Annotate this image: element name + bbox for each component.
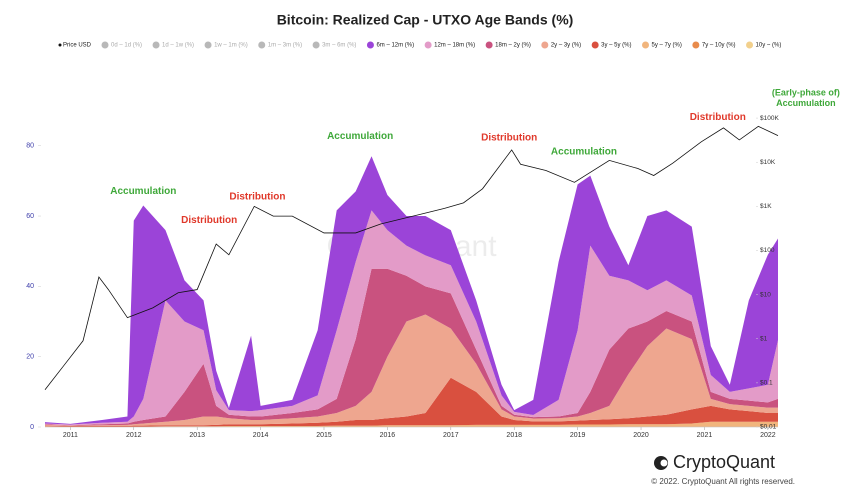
area bbox=[45, 268, 778, 426]
annotation: Accumulation bbox=[776, 98, 836, 108]
brand-logo bbox=[654, 456, 668, 470]
brand: CryptoQuant bbox=[673, 452, 775, 472]
annotation: Accumulation bbox=[327, 131, 393, 142]
legend-marker bbox=[541, 41, 549, 49]
y2-tick-label: $0.01 bbox=[760, 424, 777, 431]
price-line bbox=[44, 125, 779, 390]
legend-item: 1d – 1w (%) bbox=[152, 41, 194, 49]
x-tick-label: 2019 bbox=[570, 432, 586, 439]
legend-label: Price USD bbox=[63, 43, 92, 49]
legend-marker bbox=[204, 41, 212, 49]
y-tick-label: 20 bbox=[26, 354, 34, 361]
legend-item: 5y – 7y (%) bbox=[642, 41, 682, 49]
legend: Price USD 0d – 1d (%) 1d – 1w (%) 1w – 1m (… bbox=[58, 41, 782, 49]
legend-item: 2y – 3y (%) bbox=[541, 41, 581, 49]
x-tick-label: 2014 bbox=[253, 432, 269, 439]
x-tick-label: 2012 bbox=[126, 432, 142, 439]
legend-item: 0d – 1d (%) bbox=[101, 41, 142, 49]
legend-marker bbox=[642, 41, 650, 49]
x-tick-label: 2018 bbox=[506, 432, 522, 439]
plot-area: CryptoQuant bbox=[44, 125, 779, 427]
legend-marker bbox=[312, 41, 320, 49]
legend-item: 1m – 3m (%) bbox=[258, 41, 302, 49]
y2-tick-label: $0.1 bbox=[760, 380, 773, 387]
legend-item: 3y – 5y (%) bbox=[591, 41, 632, 49]
annotation: Distribution bbox=[690, 112, 746, 123]
legend-label: 5y – 7y (%) bbox=[652, 43, 682, 49]
chart-title: Bitcoin: Realized Cap - UTXO Age Bands (… bbox=[277, 12, 574, 28]
legend-label: 1d – 1w (%) bbox=[162, 43, 194, 49]
y2-tick-label: $1 bbox=[760, 335, 768, 342]
x-tick-label: 2015 bbox=[316, 432, 332, 439]
annotation: Accumulation bbox=[110, 186, 176, 197]
y2-tick-label: $100 bbox=[760, 247, 775, 254]
area bbox=[45, 377, 778, 427]
annotation: Distribution bbox=[229, 191, 285, 202]
legend-item: 12m – 18m (%) bbox=[424, 41, 475, 49]
area bbox=[45, 156, 778, 425]
legend-item: 7y – 10y (%) bbox=[692, 41, 736, 49]
legend-item: 6m – 12m (%) bbox=[366, 41, 414, 49]
legend-label: 3y – 5y (%) bbox=[601, 43, 631, 49]
x-tick-label: 2016 bbox=[380, 432, 396, 439]
area bbox=[45, 314, 778, 426]
legend-marker bbox=[591, 41, 599, 49]
x-tick-label: 2021 bbox=[697, 432, 713, 439]
area bbox=[45, 421, 778, 427]
annotation: Distribution bbox=[481, 132, 537, 143]
legend-marker bbox=[152, 41, 160, 49]
legend-label: 6m – 12m (%) bbox=[376, 43, 414, 49]
x-tick-label: 2022 bbox=[760, 432, 776, 439]
legend-label: 7y – 10y (%) bbox=[702, 43, 736, 49]
legend-marker bbox=[692, 41, 700, 49]
legend-label: 3m – 6m (%) bbox=[322, 43, 356, 49]
y-tick-label: 80 bbox=[26, 143, 34, 150]
legend-label: 10y ~ (%) bbox=[756, 43, 782, 49]
y2-tick-label: $1K bbox=[760, 203, 772, 210]
x-tick-label: 2013 bbox=[189, 432, 205, 439]
legend-label: 18m – 2y (%) bbox=[495, 43, 531, 49]
area bbox=[45, 210, 778, 426]
legend-item: 1w – 1m (%) bbox=[204, 41, 248, 49]
legend-label: 1w – 1m (%) bbox=[214, 43, 248, 49]
annotation: Distribution bbox=[181, 215, 237, 226]
logo-icon-cut bbox=[660, 459, 668, 467]
annotation: (Early-phase of) bbox=[772, 87, 840, 97]
legend-label: 2y – 3y (%) bbox=[551, 43, 581, 49]
legend-item: Price USD bbox=[58, 43, 92, 49]
legend-label: 0d – 1d (%) bbox=[111, 43, 142, 49]
y2-tick-label: $10K bbox=[760, 159, 776, 166]
y2-tick-label: $100K bbox=[760, 115, 779, 122]
x-tick-label: 2017 bbox=[443, 432, 459, 439]
legend-marker bbox=[424, 41, 432, 49]
y-tick-label: 40 bbox=[26, 283, 34, 290]
copyright: © 2022. CryptoQuant All rights reserved. bbox=[651, 477, 795, 486]
legend-marker bbox=[101, 41, 109, 49]
x-tick-label: 2020 bbox=[633, 432, 649, 439]
legend-marker bbox=[746, 41, 754, 49]
legend-label: 12m – 18m (%) bbox=[434, 43, 475, 49]
y2-tick-label: $10 bbox=[760, 291, 771, 298]
legend-marker bbox=[485, 41, 493, 49]
x-tick-label: 2011 bbox=[63, 432, 78, 439]
annotation: Accumulation bbox=[551, 146, 617, 157]
legend-marker bbox=[258, 41, 266, 49]
legend-marker bbox=[366, 41, 374, 49]
y-tick-label: 0 bbox=[30, 424, 34, 431]
legend-label: 1m – 3m (%) bbox=[268, 43, 302, 49]
legend-item: 18m – 2y (%) bbox=[485, 41, 531, 49]
legend-item: 10y ~ (%) bbox=[746, 41, 782, 49]
y-tick-label: 60 bbox=[26, 213, 34, 220]
legend-item: 3m – 6m (%) bbox=[312, 41, 356, 49]
legend-marker bbox=[58, 43, 62, 47]
